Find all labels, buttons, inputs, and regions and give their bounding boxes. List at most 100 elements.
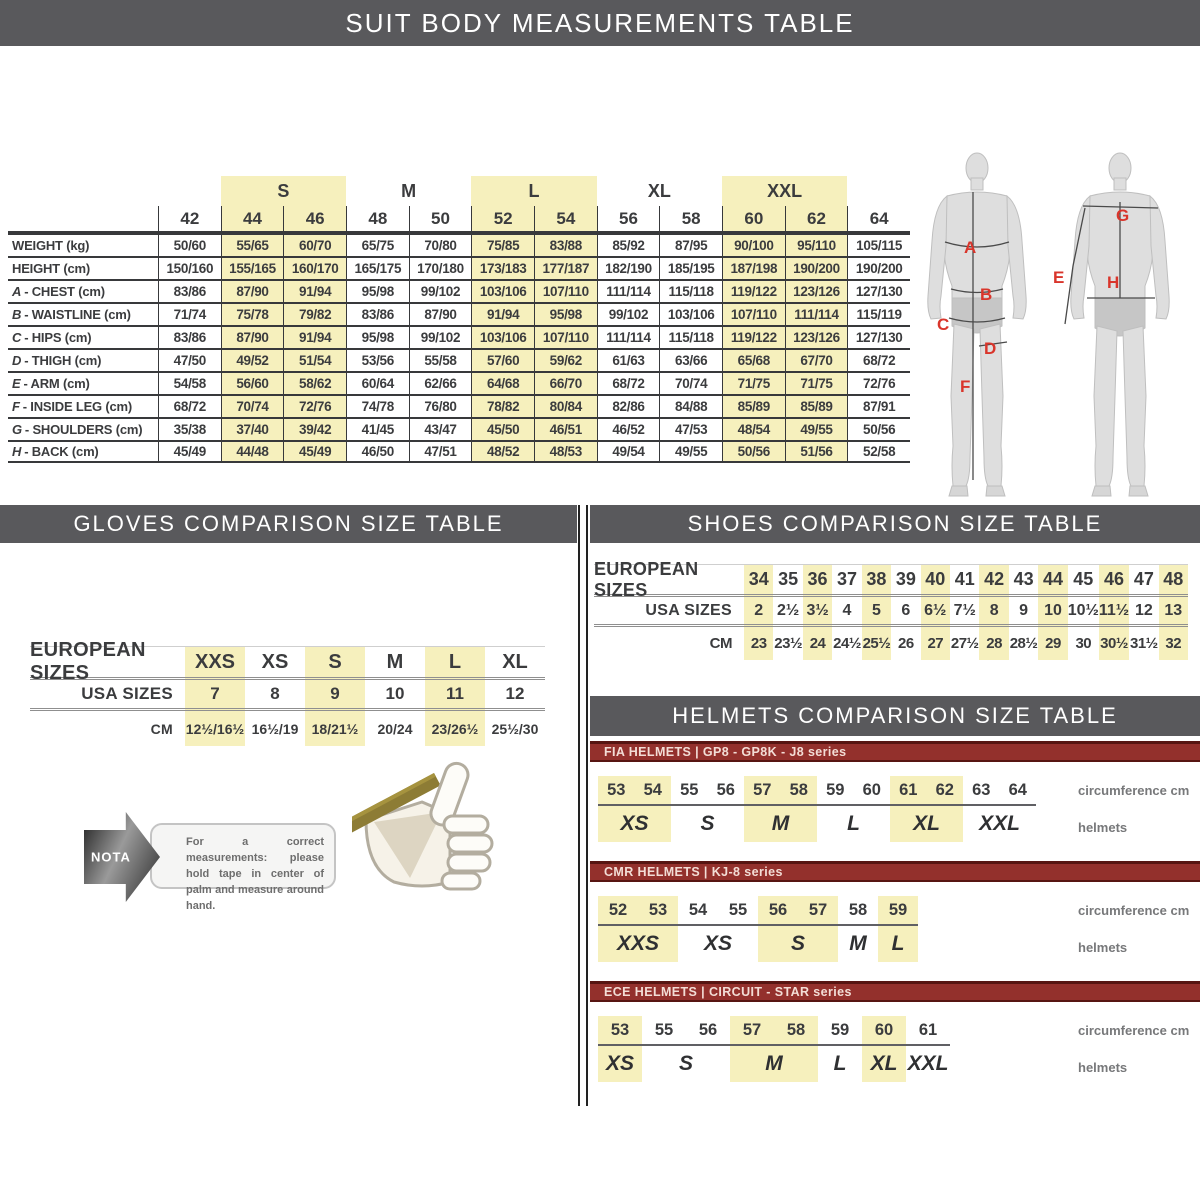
measurement-value: 87/91	[847, 394, 910, 417]
helmet-series-bar: FIA HELMETS | GP8 - GP8K - J8 series	[590, 741, 1200, 762]
measurement-value: 49/55	[784, 417, 848, 440]
comp-value: 2	[744, 597, 774, 627]
helmet-size-M: M	[744, 806, 817, 842]
measurement-value: 45/49	[158, 440, 221, 463]
comp-value: 37	[832, 564, 862, 597]
size-group-XL: XL	[647, 180, 671, 201]
measurement-value: 107/110	[534, 325, 597, 348]
measurement-value: 68/72	[847, 348, 910, 371]
size-group-XXL: XXL	[722, 176, 848, 206]
circumference-value: 54	[634, 776, 671, 806]
measurement-value: 127/130	[847, 325, 910, 348]
measurement-value: 45/49	[283, 440, 346, 463]
size-col-62: 62	[784, 206, 848, 233]
measurement-value: 74/78	[346, 394, 409, 417]
measurement-value: 59/62	[534, 348, 597, 371]
size-col-58: 58	[659, 206, 722, 233]
circumference-value: 56	[758, 896, 798, 926]
measurement-value: 170/180	[408, 256, 472, 279]
measurement-value: 127/130	[847, 279, 910, 302]
measurement-value: 54/58	[158, 371, 221, 394]
measurement-value: 68/72	[596, 371, 660, 394]
table-cell	[8, 176, 158, 206]
comp-value: 6½	[920, 597, 950, 627]
comp-value: 7	[185, 680, 245, 711]
measurement-value: 70/80	[408, 233, 472, 256]
measurement-value: 48/52	[471, 440, 534, 463]
circumference-value: 55	[671, 776, 708, 806]
front-figure	[927, 152, 1027, 497]
measurement-value: 61/63	[596, 348, 660, 371]
measurement-value: 68/72	[158, 394, 221, 417]
comp-row-label: USA SIZES	[594, 597, 744, 627]
circumference-value: 57	[744, 776, 781, 806]
size-col-56: 56	[596, 206, 660, 233]
circumference-value: 52	[598, 896, 638, 926]
measurement-value: 50/56	[722, 440, 785, 463]
comp-value: 25½/30	[491, 720, 539, 737]
measurement-value: 91/94	[283, 325, 346, 348]
comp-value: 30	[1075, 635, 1092, 652]
row-label-circumference: circumference cm	[1078, 783, 1190, 798]
comp-value: 38	[861, 564, 892, 597]
comp-value: 34	[744, 564, 774, 597]
comp-value: 40	[920, 564, 950, 597]
measurement-value: 84/88	[659, 394, 722, 417]
circumference-value: 55	[642, 1016, 686, 1046]
row-label: WEIGHT (kg)	[8, 233, 158, 256]
size-col-48: 48	[346, 206, 409, 233]
comp-value: 47	[1129, 564, 1159, 597]
comp-value: 30½	[1098, 627, 1130, 660]
suit-table-title: SUIT BODY MEASUREMENTS TABLE	[345, 7, 855, 38]
measurement-value: 87/95	[659, 233, 722, 256]
comp-value: 26	[898, 635, 914, 652]
helmet-size-XXL: XXL	[979, 812, 1020, 835]
measurement-value: 71/75	[722, 371, 785, 394]
comp-row-label: EUROPEAN SIZES	[594, 559, 744, 600]
comp-value: 39	[891, 564, 921, 597]
comp-row-label: USA SIZES	[30, 680, 185, 711]
measurement-value: 83/88	[534, 233, 597, 256]
comp-value: 28	[979, 627, 1009, 660]
comp-value: 4	[832, 597, 862, 627]
row-label: G- SHOULDERS (cm)	[8, 417, 158, 440]
measurement-value: 71/74	[158, 302, 221, 325]
measurement-value: 182/190	[596, 256, 660, 279]
measurement-value: 83/86	[158, 279, 221, 302]
circumference-value: 53	[598, 1016, 642, 1046]
measurement-value: 63/66	[659, 348, 722, 371]
size-col-60: 60	[722, 206, 785, 233]
measurement-value: 64/68	[471, 371, 534, 394]
helmet-size-M: M	[849, 932, 867, 955]
measurement-value: 85/89	[722, 394, 785, 417]
measurement-value: 123/126	[784, 325, 848, 348]
figure-label-D: D	[984, 339, 996, 358]
measurement-value: 37/40	[220, 417, 284, 440]
measurement-value: 95/98	[346, 325, 409, 348]
comp-value: 8	[979, 597, 1009, 627]
measurement-lines	[944, 192, 1159, 480]
comp-value: 28½	[1009, 635, 1038, 652]
comp-value: 43	[1008, 564, 1039, 597]
measurement-value: 55/58	[408, 348, 472, 371]
measurement-value: 41/45	[346, 417, 409, 440]
measurement-value: 47/50	[158, 348, 221, 371]
measurement-value: 119/122	[722, 325, 785, 348]
comp-value: 3½	[802, 597, 833, 627]
measurement-value: 87/90	[220, 325, 284, 348]
helmet-size-L: L	[833, 1052, 847, 1075]
circumference-value: 55	[718, 896, 758, 926]
circumference-value: 59	[878, 896, 918, 926]
comp-value: 24	[802, 627, 833, 660]
body-measurement-figures: A B C DF G E H	[927, 152, 1170, 497]
measurement-value: 115/118	[659, 279, 722, 302]
comp-value: 2½	[773, 597, 803, 627]
measurement-value: 87/90	[220, 279, 284, 302]
measurement-value: 107/110	[534, 279, 597, 302]
circumference-value: 54	[678, 896, 718, 926]
measurement-value: 50/56	[847, 417, 910, 440]
measurement-value: 177/187	[534, 256, 597, 279]
measurement-value: 56/60	[220, 371, 284, 394]
comp-value: 44	[1038, 564, 1068, 597]
measurement-value: 75/78	[220, 302, 284, 325]
